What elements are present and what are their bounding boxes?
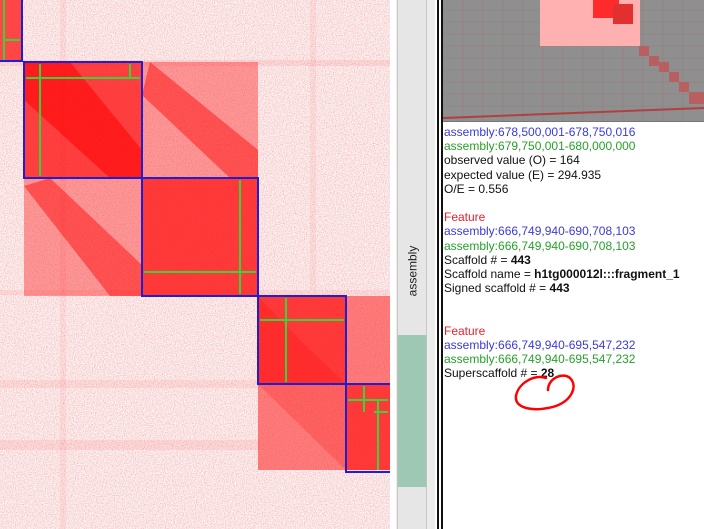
scaffold-name-value: h1tg000012l:::fragment_1 <box>534 266 680 281</box>
scaffold-feature-heading: Feature <box>444 210 486 225</box>
contact-blocks <box>0 0 390 470</box>
scaffold-number-label: Scaffold # = <box>444 252 511 267</box>
scaffold-number-value: 443 <box>510 252 531 267</box>
superscaffold-number-row: Superscaffold # = 28 <box>444 366 704 380</box>
panel-divider-right[interactable] <box>441 0 443 529</box>
scaffold-name-row: Scaffold name = h1tg000012l:::fragment_1 <box>444 267 704 281</box>
contig-boundaries <box>3 0 388 470</box>
scaffold-name-label: Scaffold name = <box>444 266 535 281</box>
superscaffold-y-region: assembly:666,749,940-695,547,232 <box>444 352 636 366</box>
assembly-track-top[interactable] <box>397 0 427 335</box>
assembly-track-bottom[interactable] <box>397 487 427 529</box>
assembly-track-highlight[interactable] <box>397 335 427 487</box>
hic-heatmap-canvas[interactable] <box>0 0 390 529</box>
signed-scaffold-row: Signed scaffold # = 443 <box>444 281 704 295</box>
pixel-x-region: assembly:678,500,001-678,750,016 <box>444 125 636 139</box>
signed-scaffold-value: 443 <box>549 281 570 296</box>
signed-scaffold-label: Signed scaffold # = <box>444 281 550 296</box>
panel-divider-left[interactable] <box>437 0 439 529</box>
assembly-track-label-text: assembly <box>405 245 419 297</box>
superscaffold-x-region: assembly:666,749,940-695,547,232 <box>444 337 636 352</box>
superscaffold-number-label: Superscaffold # = <box>444 366 541 381</box>
scaffold-number-row: Scaffold # = 443 <box>444 253 704 267</box>
pixel-y-region: assembly:679,750,001-680,000,000 <box>444 139 636 154</box>
superscaffold-feature-heading: Feature <box>444 323 486 338</box>
expected-value: expected value (E) = 294.935 <box>444 167 602 182</box>
oe-ratio: O/E = 0.556 <box>444 181 509 196</box>
observed-value: observed value (O) = 164 <box>444 153 580 168</box>
info-panel: assembly:678,500,001-678,750,016 assembl… <box>443 121 704 529</box>
scaffold-boundaries <box>0 0 390 473</box>
ruler-gutter <box>390 0 396 529</box>
assembly-track-label: assembly <box>398 210 426 332</box>
hic-heatmap[interactable] <box>0 0 390 529</box>
heatmap-minimap[interactable] <box>443 0 704 121</box>
scaffold-x-region: assembly:666,749,940-690,708,103 <box>444 224 636 239</box>
superscaffold-number-value: 28 <box>540 366 555 381</box>
minimap-canvas[interactable] <box>443 0 704 121</box>
scaffold-y-region: assembly:666,749,940-690,708,103 <box>444 238 636 253</box>
